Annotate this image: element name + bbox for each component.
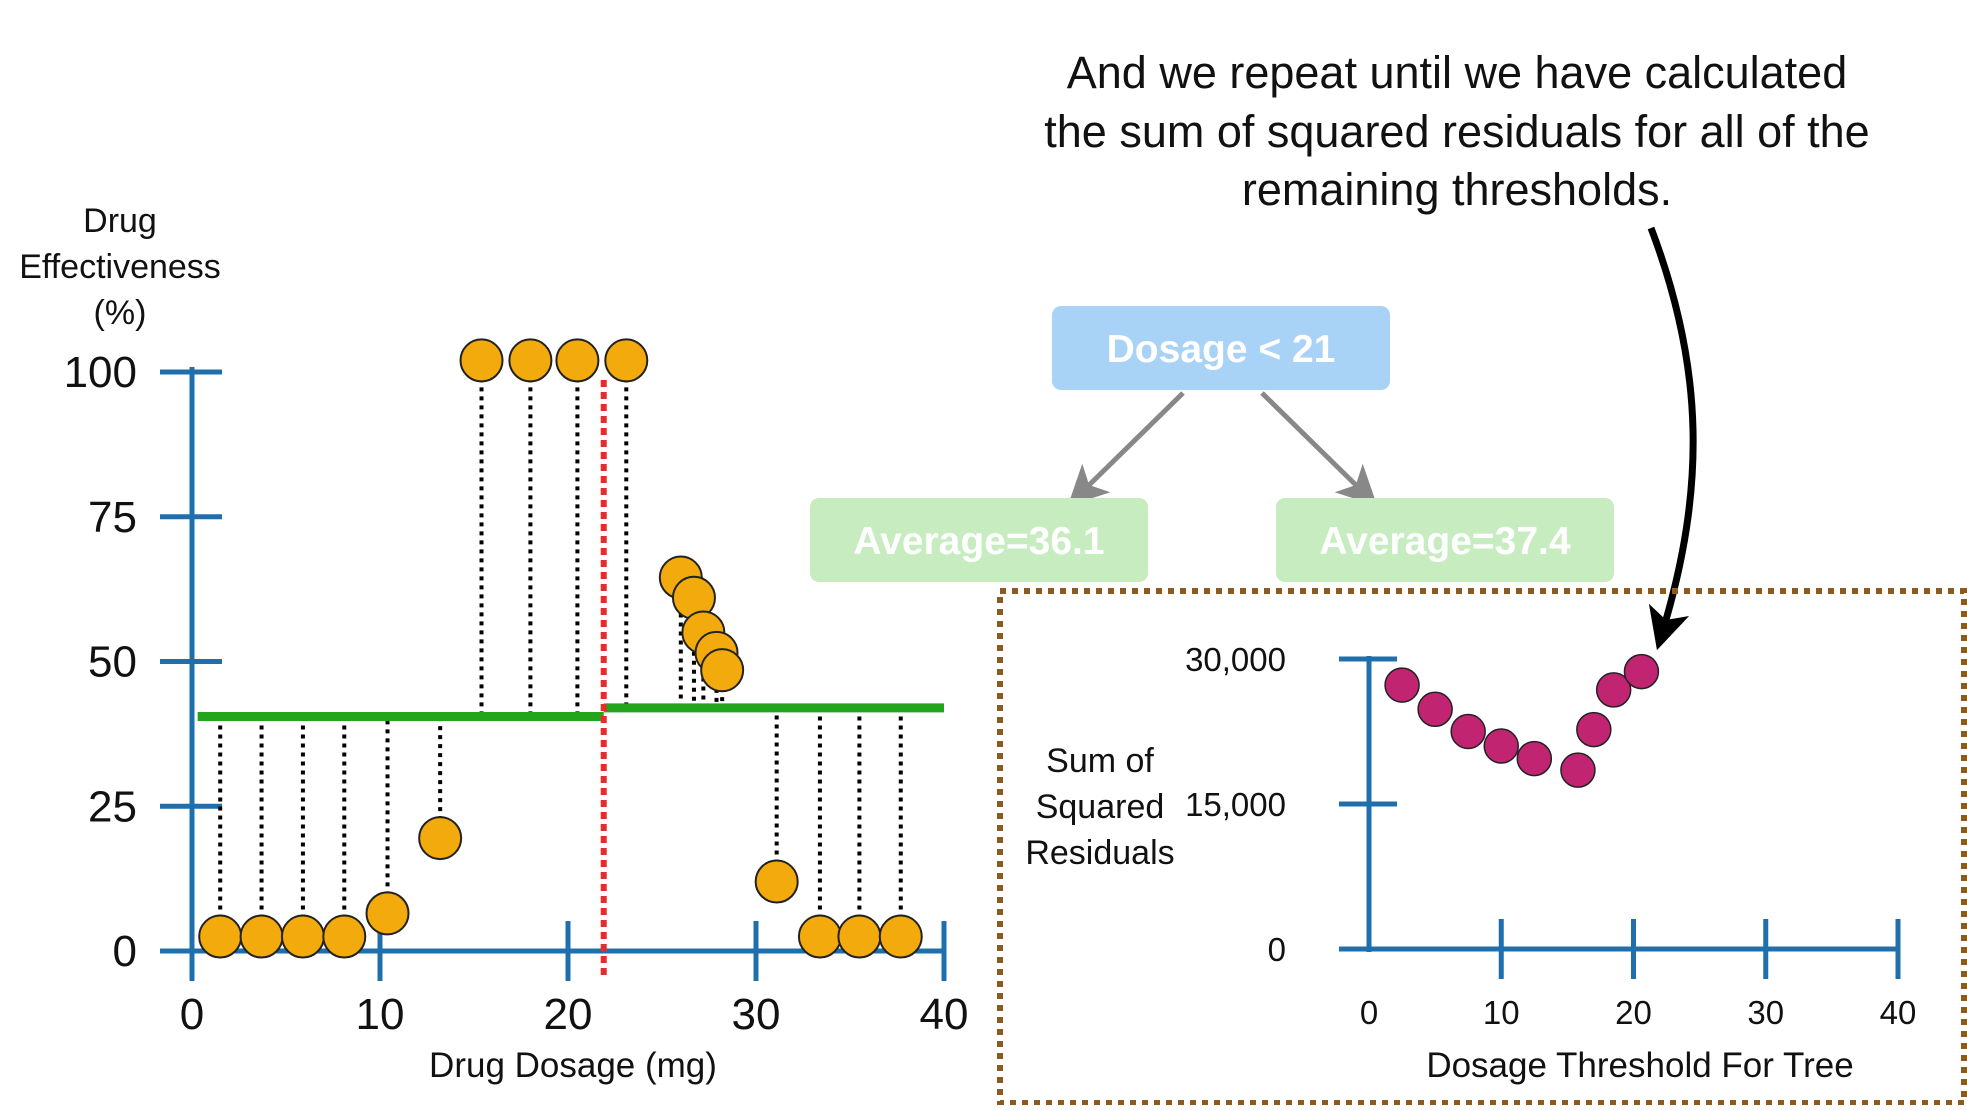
ssr-point [1623,653,1660,690]
right-y-tick-label: 30,000 [1185,641,1286,678]
data-point [700,648,745,693]
data-point [418,816,463,861]
right-x-tick-label: 20 [1615,994,1652,1031]
left-y-tick-label: 50 [88,638,137,687]
annotation-arrow [1647,226,1697,651]
right-y-label-line-1: Sum of [1046,742,1154,780]
annotation-line-2: the sum of squared residuals for all of … [1044,106,1869,157]
left-y-tick-label: 100 [64,348,137,397]
ssr-point [1450,713,1486,750]
data-point [754,859,799,904]
annotation-line-1: And we repeat until we have calculated [1067,47,1848,98]
tree-edge-left [1067,391,1185,507]
ssr-point [1516,740,1553,777]
right-x-tick-label: 40 [1880,994,1917,1031]
left-x-tick-label: 10 [356,990,405,1039]
left-x-tick-label: 30 [732,990,781,1039]
tree-right-leaf-label: Average=37.4 [1319,520,1570,563]
left-x-label: Drug Dosage (mg) [429,1046,717,1085]
right-x-label: Dosage Threshold For Tree [1426,1046,1853,1085]
left-y-tick-label: 25 [88,782,137,831]
left-y-tick-label: 75 [88,493,137,542]
tree-right-leaf [1276,498,1614,582]
annotation-line-3: remaining thresholds. [1242,164,1672,215]
ssr-point [1384,667,1420,703]
left-x-tick-label: 40 [920,990,969,1039]
data-point [239,914,284,959]
data-point [459,338,504,383]
right-y-tick-label: 15,000 [1185,786,1286,823]
tree-root-label: Dosage < 21 [1107,328,1336,371]
right-y-label-line-2: Squared [1036,788,1165,826]
data-point [604,338,649,383]
left-y-tick-label: 0 [113,927,137,976]
ssr-point [1576,711,1612,748]
left-y-label-line-1: Drug [83,202,157,240]
right-y-tick-label: 0 [1268,931,1286,968]
right-x-tick-label: 10 [1483,994,1520,1031]
data-point [797,914,842,959]
right-x-tick-label: 30 [1747,994,1784,1031]
tree-left-leaf-label: Average=36.1 [853,520,1104,563]
ssr-point [1417,691,1453,728]
right-chart: Sum of Squared Residuals Dosage Threshol… [1025,641,1916,1085]
tree-left-leaf [810,498,1148,582]
left-chart: Drug Effectiveness (%) Drug Dosage (mg) … [19,202,968,1085]
left-y-label-line-3: (%) [94,294,147,332]
right-y-label-line-3: Residuals [1025,834,1174,872]
data-point [837,914,882,959]
left-y-label-line-2: Effectiveness [19,248,221,286]
right-x-tick-label: 0 [1360,994,1378,1031]
data-point [322,914,367,959]
ssr-point [1483,728,1519,764]
ssr-inset-box [997,588,1967,1106]
data-point [555,338,600,383]
left-x-tick-label: 20 [544,990,593,1039]
data-point [508,338,553,383]
data-point [198,914,243,959]
data-point [280,914,325,959]
data-point [365,891,410,936]
ssr-point [1595,672,1632,708]
decision-tree: Dosage < 21 Average=36.1 Average=37.4 [810,306,1614,582]
tree-root-node [1052,306,1390,390]
left-x-tick-label: 0 [180,990,204,1039]
data-point [878,914,923,959]
tree-edge-right [1260,391,1378,507]
ssr-point [1560,752,1596,788]
annotation-text: And we repeat until we have calculated t… [1044,47,1869,215]
